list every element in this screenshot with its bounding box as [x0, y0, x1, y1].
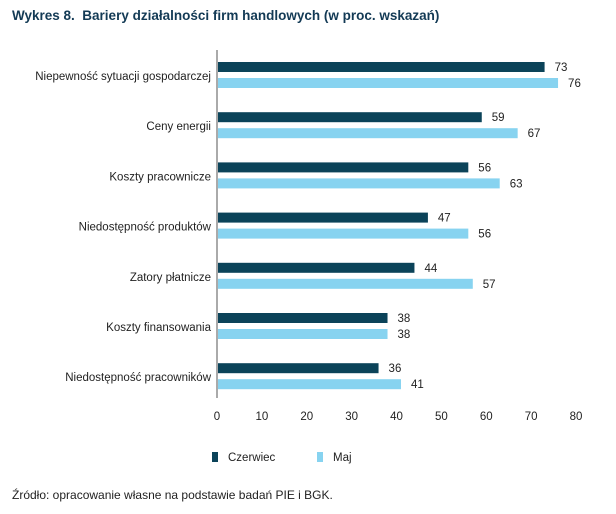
data-label: 57	[483, 279, 496, 291]
data-label: 67	[528, 128, 541, 140]
bar-maj	[218, 78, 559, 88]
bar-czerwiec	[218, 313, 388, 323]
category-label: Niedostępność produktów	[79, 222, 212, 234]
bar-maj	[218, 329, 388, 339]
bar-czerwiec	[218, 112, 482, 123]
data-label: 73	[555, 62, 568, 74]
x-tick-label: 50	[435, 411, 448, 423]
legend-label: Maj	[333, 452, 352, 464]
data-label: 76	[568, 78, 581, 90]
bar-maj	[218, 228, 469, 239]
category-label: Niedostępność pracowników	[65, 372, 211, 384]
x-tick-label: 0	[214, 411, 220, 423]
category-label: Zatory płatnicze	[130, 272, 211, 284]
data-label: 38	[398, 329, 411, 341]
data-label: 59	[492, 112, 505, 124]
x-tick-label: 80	[570, 411, 583, 423]
x-tick-label: 70	[525, 411, 538, 423]
data-label: 41	[411, 379, 424, 391]
bar-czerwiec	[218, 212, 428, 223]
bar-maj	[218, 278, 473, 289]
x-tick-label: 60	[480, 411, 493, 423]
legend-swatch-maj	[317, 452, 323, 462]
bar-maj	[218, 379, 401, 390]
x-tick-label: 30	[345, 411, 358, 423]
data-label: 63	[510, 178, 523, 190]
chart-title: Wykres 8. Bariery działalności firm hand…	[12, 8, 440, 23]
bar-czerwiec	[218, 162, 469, 173]
bar-czerwiec	[218, 262, 415, 273]
x-tick-label: 20	[300, 411, 313, 423]
bar-czerwiec	[218, 363, 379, 374]
bar-maj	[218, 178, 500, 189]
data-label: 36	[389, 363, 402, 375]
source-note: Źródło: opracowanie własne na podstawie …	[12, 488, 333, 502]
data-label: 47	[438, 213, 451, 225]
data-label: 44	[424, 263, 437, 275]
legend-swatch-czerwiec	[212, 452, 218, 462]
category-label: Koszty finansowania	[106, 322, 211, 334]
data-label: 56	[478, 229, 491, 241]
legend-label: Czerwiec	[228, 452, 276, 464]
x-tick-label: 40	[390, 411, 403, 423]
bar-maj	[218, 128, 518, 139]
category-label: Koszty pracownicze	[109, 171, 211, 183]
x-tick-label: 10	[255, 411, 268, 423]
bar-czerwiec	[218, 62, 545, 72]
data-label: 56	[478, 162, 491, 174]
data-label: 38	[398, 313, 411, 325]
category-label: Niepewność sytuacji gospodarczej	[35, 71, 211, 83]
category-label: Ceny energii	[146, 121, 211, 133]
